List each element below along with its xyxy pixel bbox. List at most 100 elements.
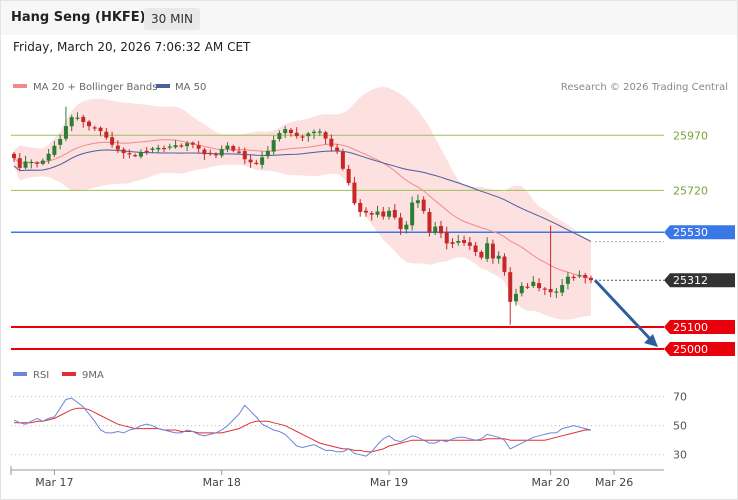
support-label: 25000 <box>673 343 708 356</box>
candle-body <box>167 146 172 148</box>
candle-body <box>392 209 397 218</box>
rsi-legend-swatch <box>13 372 27 376</box>
candle-body <box>398 217 403 230</box>
candle-body <box>300 136 305 138</box>
candle-body <box>127 153 132 155</box>
candle-body <box>467 242 472 246</box>
candle-body <box>63 126 68 139</box>
candle-body <box>427 212 432 233</box>
candle-body <box>202 149 207 155</box>
price-plot: 25970 25720 25530 25312 25100 25000 <box>11 86 735 356</box>
resistance-label: 25720 <box>673 184 708 197</box>
candle-body <box>537 283 542 289</box>
candle-body <box>92 127 97 129</box>
candle-body <box>577 275 582 277</box>
candle-body <box>150 148 155 150</box>
candle-body <box>144 150 149 153</box>
forecast-arrow-head <box>644 333 658 347</box>
candle-body <box>329 138 334 147</box>
candle-body <box>479 251 484 258</box>
rsi-legend-label: RSI <box>33 370 49 381</box>
candle-body <box>185 143 190 147</box>
rsi-ma-legend-label: 9MA <box>82 370 104 381</box>
ma20-legend-swatch <box>13 84 27 88</box>
candle-body <box>363 210 368 213</box>
timeframe-badge[interactable]: 30 MIN <box>144 8 200 30</box>
x-axis-label: Mar 17 <box>35 476 73 489</box>
candle-body <box>213 154 218 156</box>
candle-body <box>548 289 553 293</box>
candle-body <box>444 232 449 244</box>
candle-body <box>190 142 195 145</box>
candle-body <box>404 224 409 230</box>
candle-body <box>173 145 178 148</box>
chart-datetime: Friday, March 20, 2026 7:06:32 AM CET <box>13 40 251 54</box>
candle-body <box>462 240 467 243</box>
candle-body <box>583 274 588 278</box>
pivot-label: 25530 <box>673 226 708 239</box>
candle-body <box>196 145 201 149</box>
x-axis-label: Mar 19 <box>370 476 408 489</box>
candle-body <box>565 276 570 284</box>
candle-body <box>104 131 109 138</box>
candle-body <box>554 291 559 293</box>
candle-body <box>254 162 259 164</box>
candle-body <box>358 202 363 212</box>
candle-body <box>121 149 126 154</box>
candle-body <box>219 149 224 156</box>
support-tag <box>664 319 735 334</box>
x-axis: Mar 17 Mar 18 Mar 19 Mar 20 Mar 26 <box>10 466 664 489</box>
credit-text: Research © 2026 Trading Central <box>561 82 728 93</box>
candle-body <box>387 210 392 217</box>
candle-body <box>323 132 328 139</box>
resistance-label: 25970 <box>673 129 708 142</box>
rsi-tick-label: 30 <box>673 449 687 462</box>
bollinger-band-area <box>14 86 591 320</box>
candle-body <box>438 225 443 234</box>
x-axis-label: Mar 26 <box>595 476 633 489</box>
candle-body <box>40 160 45 164</box>
candle-body <box>69 117 74 127</box>
candle-body <box>110 137 115 145</box>
candle-body <box>294 132 299 137</box>
candle-body <box>156 147 161 150</box>
candle-body <box>589 277 593 281</box>
candle-body <box>375 211 380 215</box>
candle-body <box>23 161 28 168</box>
candle-body <box>415 200 420 204</box>
x-axis-label: Mar 18 <box>203 476 241 489</box>
candle-body <box>340 151 345 169</box>
candle-body <box>513 293 518 302</box>
candle-body <box>12 153 16 159</box>
candle-body <box>179 145 184 147</box>
last-price-label: 25312 <box>673 274 708 287</box>
candle-body <box>46 153 51 161</box>
candle-body <box>277 133 282 140</box>
candle-body <box>560 285 565 293</box>
candle-body <box>17 158 22 168</box>
candle-body <box>58 139 63 145</box>
rsi-ma-legend-swatch <box>62 372 76 376</box>
candle-body <box>242 151 247 160</box>
candle-body <box>98 127 103 132</box>
candle-body <box>162 147 167 150</box>
candle-body <box>271 140 276 152</box>
candle-body <box>531 281 536 287</box>
forecast-arrow-shaft <box>593 279 654 343</box>
candle-body <box>317 131 322 133</box>
candle-body <box>283 129 288 134</box>
ma50-legend-swatch <box>156 84 170 88</box>
candle-body <box>29 161 34 164</box>
candle-body <box>519 285 524 294</box>
candle-body <box>421 199 426 212</box>
candle-body <box>133 155 138 157</box>
candle-body <box>225 145 230 150</box>
rsi-line <box>13 397 592 457</box>
candle-body <box>231 146 236 151</box>
candle-body <box>369 213 374 215</box>
candle-body <box>115 145 120 150</box>
candle-body <box>473 245 478 253</box>
pivot-tag <box>664 225 735 240</box>
candle-body <box>525 286 530 288</box>
